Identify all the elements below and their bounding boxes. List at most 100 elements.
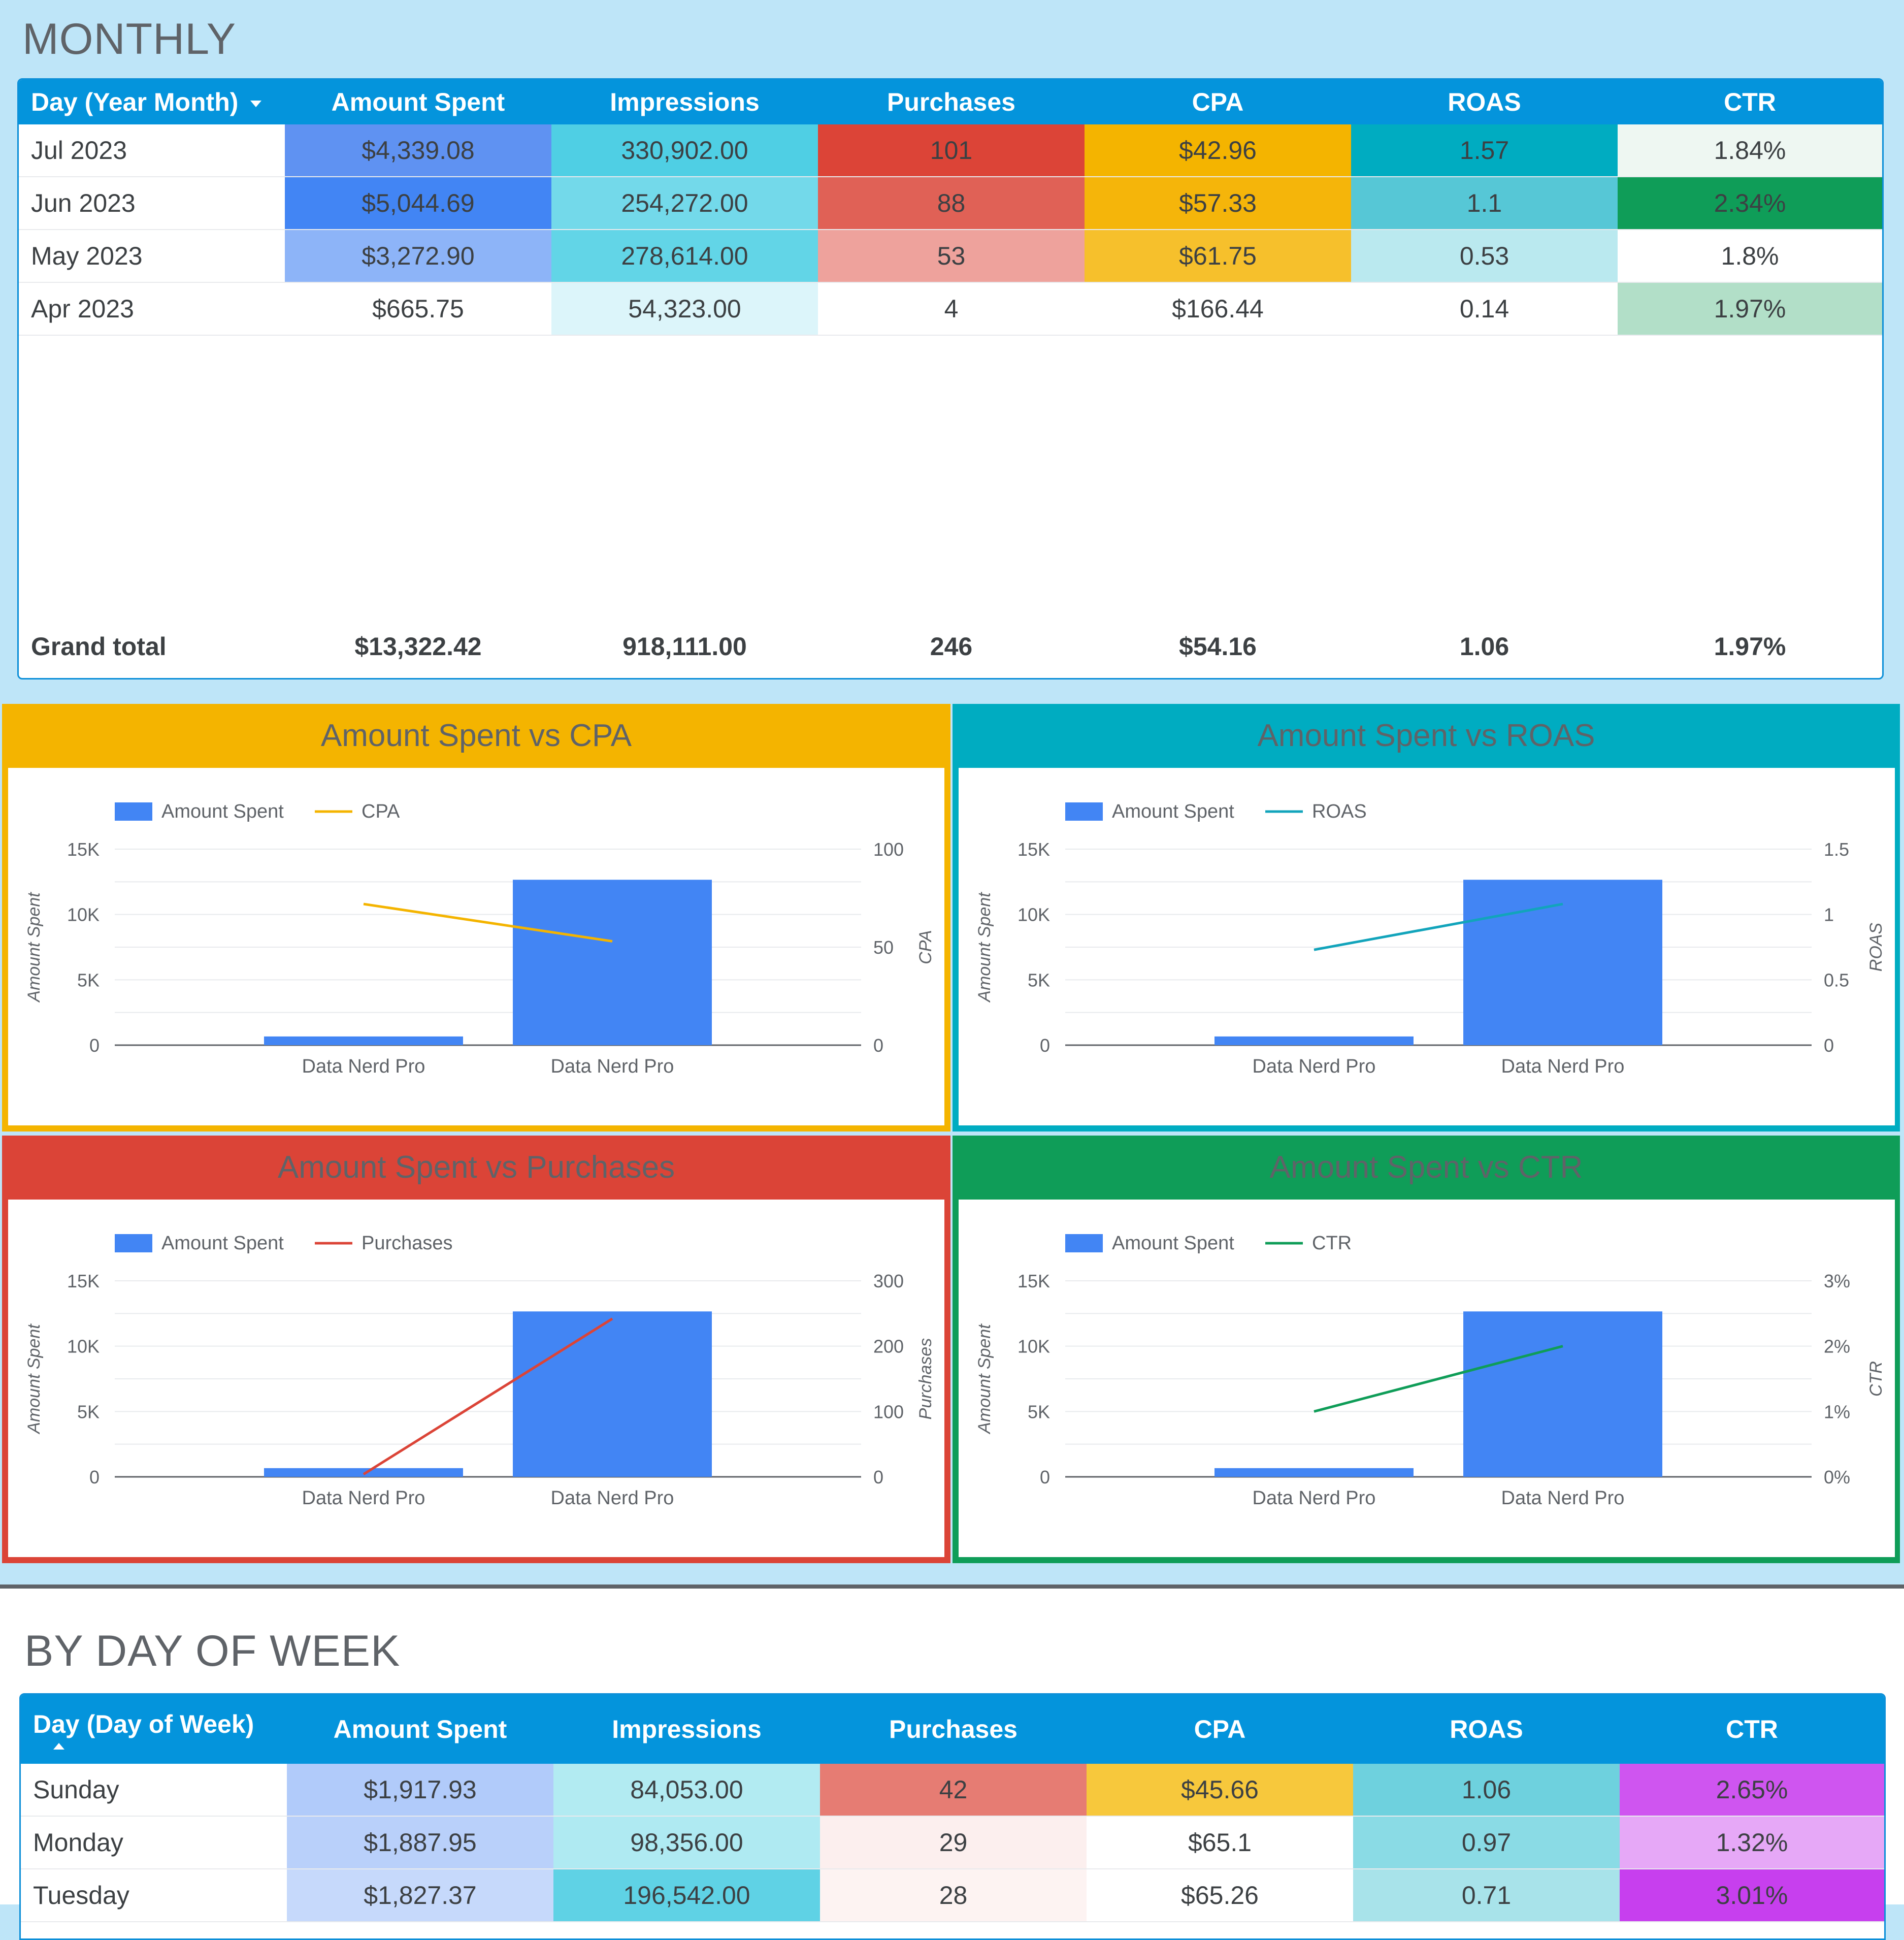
legend-swatch-bar <box>1065 802 1103 821</box>
chart-legend: Amount Spent Purchases <box>115 1233 453 1254</box>
bar-amount-spent[interactable] <box>1463 880 1662 1045</box>
column-header-amount-spent[interactable]: Amount Spent <box>287 1695 553 1764</box>
column-header-year-month[interactable]: Day (Year Month) <box>19 80 285 124</box>
cell-impressions: 84,053.00 <box>553 1764 820 1817</box>
category-label: Data Nerd Pro <box>302 1056 425 1077</box>
column-header-impressions[interactable]: Impressions <box>553 1695 820 1764</box>
bar-amount-spent[interactable] <box>1214 1036 1414 1045</box>
table-row[interactable]: Tuesday $1,827.37 196,542.00 28 $65.26 0.71 3.… <box>21 1869 1884 1922</box>
chart-plot-area: Amount Spent ROAS 15K 10K 5K 0 1.5 1 0.5 0 Amount … <box>959 768 1895 1125</box>
legend-label-line: ROAS <box>1312 801 1367 822</box>
cell-purchases: 28 <box>820 1869 1087 1922</box>
legend-label-line: Purchases <box>362 1233 453 1254</box>
chart-panel-amount-spent-vs-ctr: Amount Spent vs CTR Amount Spent CTR 15K 10… <box>953 1136 1900 1563</box>
combo-chart: Amount Spent Purchases 15K 10K 5K 0 300 200 100 0… <box>24 1233 935 1509</box>
column-header-roas[interactable]: ROAS <box>1353 1695 1620 1764</box>
right-axis-tick-label: 0% <box>1824 1467 1850 1488</box>
column-header-purchases[interactable]: Purchases <box>818 80 1085 124</box>
category-label: Data Nerd Pro <box>1501 1488 1625 1509</box>
left-axis-tick-label: 5K <box>77 1401 100 1422</box>
legend-swatch-bar <box>115 802 152 821</box>
table-row[interactable]: Jul 2023 $4,339.08 330,902.00 101 $42.96 1.57… <box>19 124 1882 177</box>
right-axis-tick-label: 0 <box>873 1467 883 1488</box>
right-axis-tick-label: 0 <box>873 1035 883 1056</box>
bar-amount-spent[interactable] <box>513 880 712 1045</box>
left-axis-title: Amount Spent <box>24 1323 44 1435</box>
left-axis-tick-label: 0 <box>1040 1467 1050 1488</box>
cell-roas: 0.71 <box>1353 1869 1620 1922</box>
column-header-amount-spent[interactable]: Amount Spent <box>285 80 551 124</box>
legend-label-line: CPA <box>362 801 400 822</box>
cell-impressions: 196,542.00 <box>553 1869 820 1922</box>
cell-purchases: 29 <box>820 1816 1087 1869</box>
table-row[interactable]: May 2023 $3,272.90 278,614.00 53 $61.75 0.53 1… <box>19 230 1882 283</box>
left-axis-tick-label: 10K <box>67 904 100 925</box>
column-header-cpa[interactable]: CPA <box>1087 1695 1353 1764</box>
right-axis-tick-label: 1.5 <box>1824 839 1849 860</box>
cell-roas: 0.53 <box>1351 230 1618 283</box>
monthly-grand-total-row: Grand total $13,322.42 918,111.00 246 $5… <box>19 626 1882 667</box>
cell-amount-spent: $3,272.90 <box>285 230 551 283</box>
chart-plot-area: Amount Spent CTR 15K 10K 5K 0 3% 2% 1% 0% Amount S… <box>959 1200 1895 1557</box>
cell-impressions: 254,272.00 <box>551 177 818 230</box>
cell-impressions: 98,356.00 <box>553 1816 820 1869</box>
left-axis-tick-label: 5K <box>1028 1401 1050 1422</box>
cell-ctr: 2.34% <box>1618 177 1882 230</box>
column-header-purchases[interactable]: Purchases <box>820 1695 1087 1764</box>
sort-ascending-icon[interactable] <box>53 1742 64 1750</box>
right-axis-tick-label: 50 <box>873 937 894 958</box>
cell-amount-spent: $1,827.37 <box>287 1869 553 1922</box>
table-row[interactable]: Jun 2023 $5,044.69 254,272.00 88 $57.33 1.1 2.… <box>19 177 1882 230</box>
left-axis-tick-label: 10K <box>67 1336 100 1357</box>
cell-ctr: 1.32% <box>1620 1816 1884 1869</box>
right-axis-tick-label: 2% <box>1824 1336 1850 1357</box>
chart-title: Amount Spent vs CPA <box>320 718 632 753</box>
cell-cpa: $42.96 <box>1085 124 1351 177</box>
column-header-roas[interactable]: ROAS <box>1351 80 1618 124</box>
legend-label-line: CTR <box>1312 1233 1352 1254</box>
category-label: Data Nerd Pro <box>551 1056 674 1077</box>
column-header-day-of-week[interactable]: Day (Day of Week) <box>21 1695 287 1764</box>
table-row[interactable]: Monday $1,887.95 98,356.00 29 $65.1 0.97 1.32% <box>21 1816 1884 1869</box>
right-axis-tick-label: 1 <box>1824 904 1834 925</box>
chart-panel-amount-spent-vs-roas: Amount Spent vs ROAS Amount Spent ROAS 15K… <box>953 704 1900 1131</box>
day-of-week-section: BY DAY OF WEEK Day (Day of Week) Amount … <box>0 1589 1904 1940</box>
column-header-ctr[interactable]: CTR <box>1620 1695 1884 1764</box>
legend-label-bars: Amount Spent <box>1112 1233 1234 1254</box>
grand-total-roas: 1.06 <box>1459 632 1509 661</box>
cell-ctr: 1.97% <box>1618 282 1882 336</box>
right-axis-tick-label: 300 <box>873 1271 904 1291</box>
cell-roas: 1.57 <box>1351 124 1618 177</box>
series-line[interactable] <box>363 1317 613 1475</box>
cell-roas: 0.97 <box>1353 1816 1620 1869</box>
monthly-table: Day (Year Month) Amount Spent Impression… <box>17 78 1884 680</box>
combo-chart: Amount Spent CTR 15K 10K 5K 0 3% 2% 1% 0% Amount S… <box>975 1233 1886 1509</box>
day-of-week-table-grid: Day (Day of Week) Amount Spent Impressio… <box>21 1695 1884 1922</box>
series-line[interactable] <box>1314 902 1563 951</box>
category-label: Data Nerd Pro <box>302 1488 425 1509</box>
table-row[interactable]: Sunday $1,917.93 84,053.00 42 $45.66 1.06 2.65… <box>21 1764 1884 1817</box>
series-line[interactable] <box>1314 1345 1563 1413</box>
series-line[interactable] <box>363 902 613 943</box>
right-axis-tick-label: 0.5 <box>1824 969 1849 990</box>
cell-roas: 1.1 <box>1351 177 1618 230</box>
table-row[interactable]: Apr 2023 $665.75 54,323.00 4 $166.44 0.14 1.97… <box>19 282 1882 336</box>
cell-amount-spent: $5,044.69 <box>285 177 551 230</box>
bar-amount-spent[interactable] <box>264 1036 463 1045</box>
monthly-header-row: Day (Year Month) Amount Spent Impression… <box>19 80 1882 124</box>
chart-legend: Amount Spent CPA <box>115 801 400 822</box>
bar-amount-spent[interactable] <box>1214 1468 1414 1477</box>
chart-panel-amount-spent-vs-cpa: Amount Spent vs CPA Amount Spent CPA 15K 10… <box>2 704 950 1131</box>
column-header-ctr[interactable]: CTR <box>1618 80 1882 124</box>
cell-ctr: 3.01% <box>1620 1869 1884 1922</box>
chart-plot-area: Amount Spent CPA 15K 10K 5K 0 100 50 0 Amount Spe… <box>8 768 944 1125</box>
cell-purchases: 101 <box>818 124 1085 177</box>
bar-amount-spent[interactable] <box>1463 1311 1662 1477</box>
column-header-impressions[interactable]: Impressions <box>551 80 818 124</box>
column-header-cpa[interactable]: CPA <box>1085 80 1351 124</box>
cell-impressions: 278,614.00 <box>551 230 818 283</box>
bar-amount-spent[interactable] <box>264 1468 463 1477</box>
bar-amount-spent[interactable] <box>513 1311 712 1477</box>
sort-descending-icon[interactable] <box>250 101 262 108</box>
legend-swatch-bar <box>115 1234 152 1252</box>
